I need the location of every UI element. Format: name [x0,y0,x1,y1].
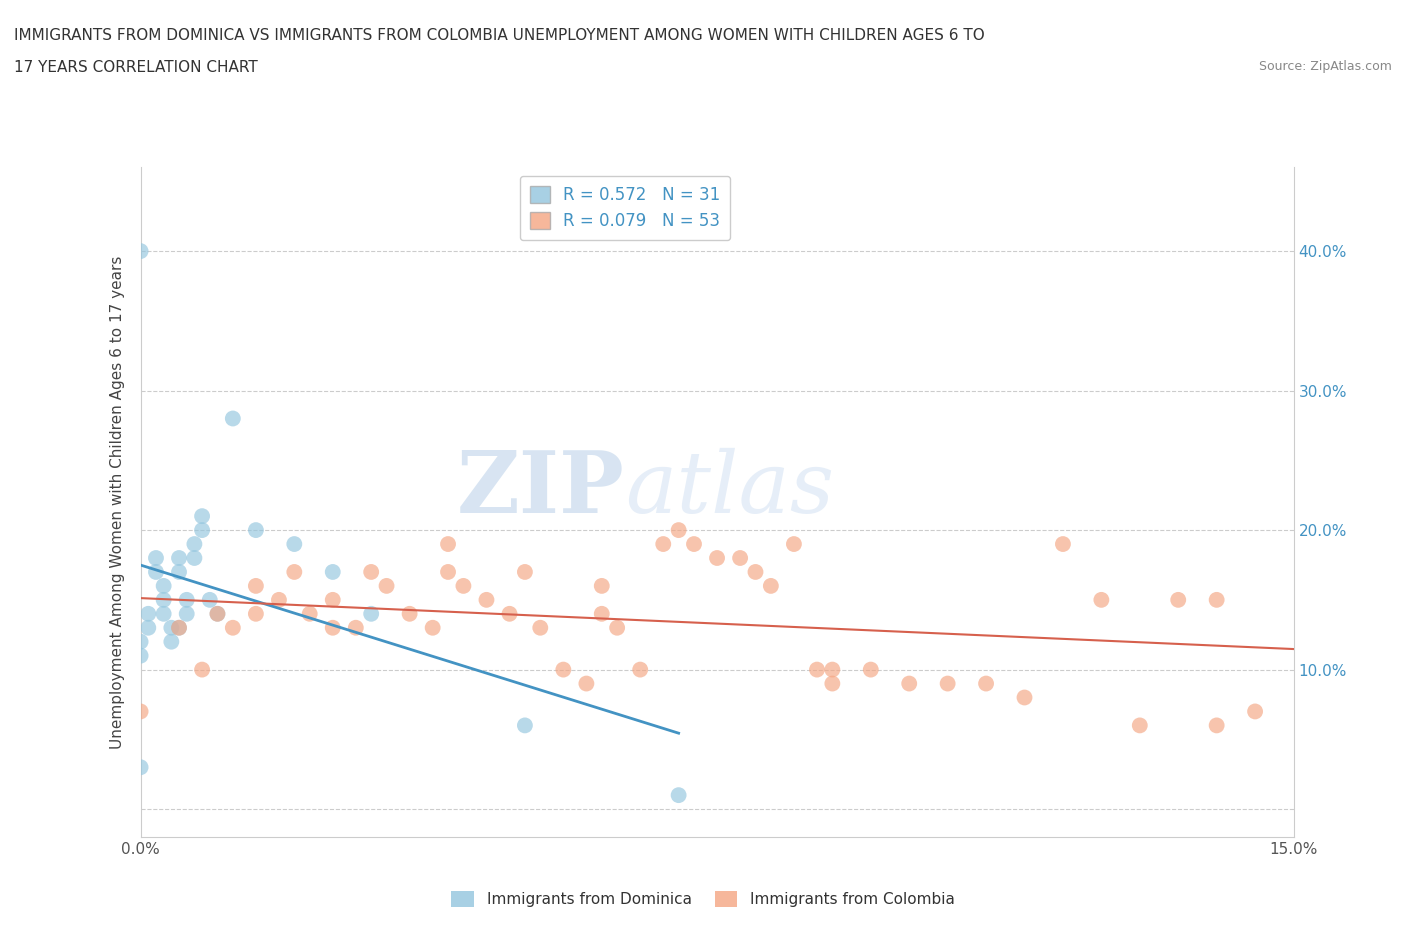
Point [422,620,444,635]
Point [898,676,921,691]
Point [859,662,882,677]
Point [344,620,367,635]
Point [1129,718,1152,733]
Point [591,578,613,593]
Point [513,718,536,733]
Point [1244,704,1267,719]
Point [191,523,214,538]
Text: atlas: atlas [624,447,834,530]
Point [553,662,575,677]
Point [222,411,245,426]
Point [375,578,398,593]
Point [183,551,205,565]
Point [167,620,190,635]
Point [1090,592,1112,607]
Point [129,648,152,663]
Point [513,565,536,579]
Point [222,620,245,635]
Point [129,634,152,649]
Point [152,578,174,593]
Point [245,578,267,593]
Point [475,592,498,607]
Point [591,606,613,621]
Point [207,606,229,621]
Point [706,551,728,565]
Point [245,523,267,538]
Point [652,537,675,551]
Legend: R = 0.572   N = 31, R = 0.079   N = 53: R = 0.572 N = 31, R = 0.079 N = 53 [520,176,730,240]
Point [360,565,382,579]
Point [668,523,690,538]
Point [298,606,321,621]
Point [668,788,690,803]
Point [167,620,190,635]
Point [267,592,290,607]
Point [498,606,520,621]
Point [1205,718,1227,733]
Text: ZIP: ZIP [457,446,624,531]
Y-axis label: Unemployment Among Women with Children Ages 6 to 17 years: Unemployment Among Women with Children A… [110,256,125,749]
Point [821,676,844,691]
Point [1052,537,1074,551]
Point [783,537,806,551]
Point [529,620,551,635]
Point [606,620,628,635]
Point [198,592,221,607]
Point [453,578,475,593]
Point [283,537,305,551]
Point [821,662,844,677]
Point [167,565,190,579]
Point [437,565,460,579]
Point [245,606,267,621]
Text: IMMIGRANTS FROM DOMINICA VS IMMIGRANTS FROM COLOMBIA UNEMPLOYMENT AMONG WOMEN WI: IMMIGRANTS FROM DOMINICA VS IMMIGRANTS F… [14,28,984,43]
Point [728,551,751,565]
Point [176,606,198,621]
Point [360,606,382,621]
Point [683,537,706,551]
Point [207,606,229,621]
Point [152,606,174,621]
Point [628,662,651,677]
Point [191,509,214,524]
Point [437,537,460,551]
Point [322,592,344,607]
Text: 17 YEARS CORRELATION CHART: 17 YEARS CORRELATION CHART [14,60,257,75]
Point [575,676,598,691]
Point [1205,592,1227,607]
Point [744,565,766,579]
Point [183,537,205,551]
Point [145,565,167,579]
Point [152,592,174,607]
Point [1014,690,1036,705]
Point [322,620,344,635]
Point [136,606,159,621]
Point [191,662,214,677]
Point [176,592,198,607]
Point [1167,592,1189,607]
Point [129,244,152,259]
Point [129,760,152,775]
Point [398,606,420,621]
Legend: Immigrants from Dominica, Immigrants from Colombia: Immigrants from Dominica, Immigrants fro… [446,884,960,913]
Point [160,634,183,649]
Point [806,662,828,677]
Point [283,565,305,579]
Point [160,620,183,635]
Point [167,551,190,565]
Point [974,676,997,691]
Point [936,676,959,691]
Point [129,704,152,719]
Text: Source: ZipAtlas.com: Source: ZipAtlas.com [1258,60,1392,73]
Point [759,578,782,593]
Point [136,620,159,635]
Point [145,551,167,565]
Point [322,565,344,579]
